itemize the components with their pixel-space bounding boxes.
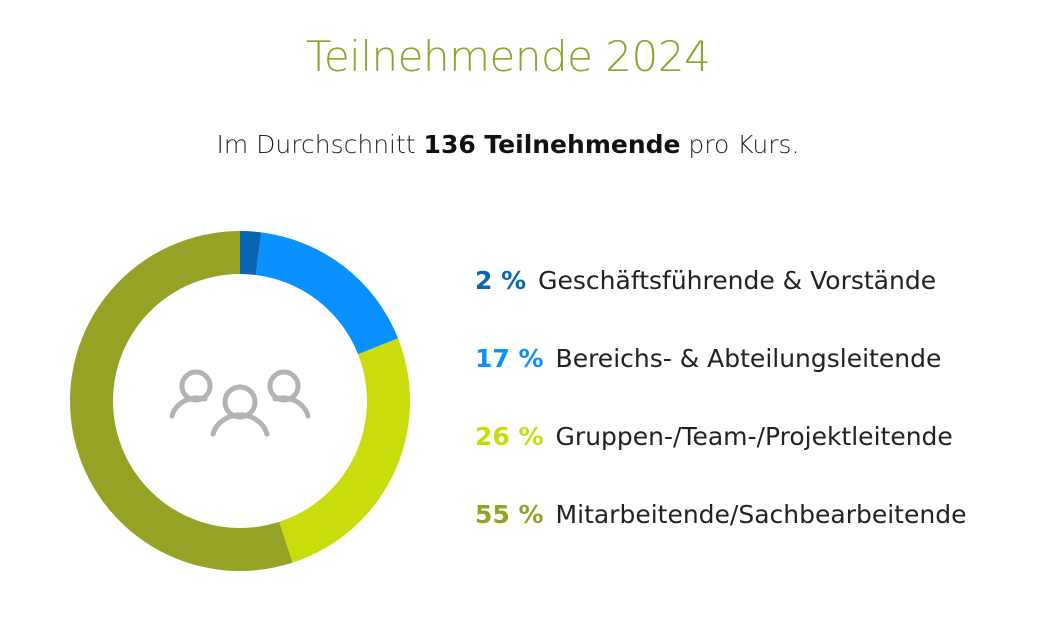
donut-slice-1 — [255, 232, 399, 355]
legend-label: Geschäftsführende & Vorstände — [538, 266, 937, 295]
legend-percent: 55 % — [475, 500, 544, 529]
donut-slice-0 — [240, 231, 262, 276]
legend-item: 2 % Geschäftsführende & Vorstände — [475, 266, 966, 344]
subtitle-pre: Im Durchschnitt — [216, 130, 424, 159]
legend-label: Mitarbeitende/Sachbearbeitende — [555, 500, 967, 529]
average-participants-text: Im Durchschnitt 136 Teilnehmende pro Kur… — [0, 130, 1016, 159]
chart-legend: 2 % Geschäftsführende & Vorstände 17 % Bere… — [475, 266, 966, 578]
legend-percent: 26 % — [475, 422, 544, 451]
legend-label: Bereichs- & Abteilungsleitende — [555, 344, 942, 373]
donut-slice-2 — [279, 338, 410, 563]
subtitle-bold: 136 Teilnehmende — [423, 130, 681, 159]
legend-item: 26 % Gruppen-/Team-/Projektleitende — [475, 422, 966, 500]
donut-chart — [70, 231, 410, 571]
people-group-icon — [169, 369, 311, 437]
legend-percent: 17 % — [475, 344, 544, 373]
legend-label: Gruppen-/Team-/Projektleitende — [555, 422, 953, 451]
legend-item: 55 % Mitarbeitende/Sachbearbeitende — [475, 500, 966, 578]
page-title: Teilnehmende 2024 — [305, 32, 711, 81]
legend-percent: 2 % — [475, 266, 527, 295]
legend-item: 17 % Bereichs- & Abteilungsleitende — [475, 344, 966, 422]
subtitle-post: pro Kurs. — [680, 130, 800, 159]
donut-slice-3 — [70, 231, 293, 571]
